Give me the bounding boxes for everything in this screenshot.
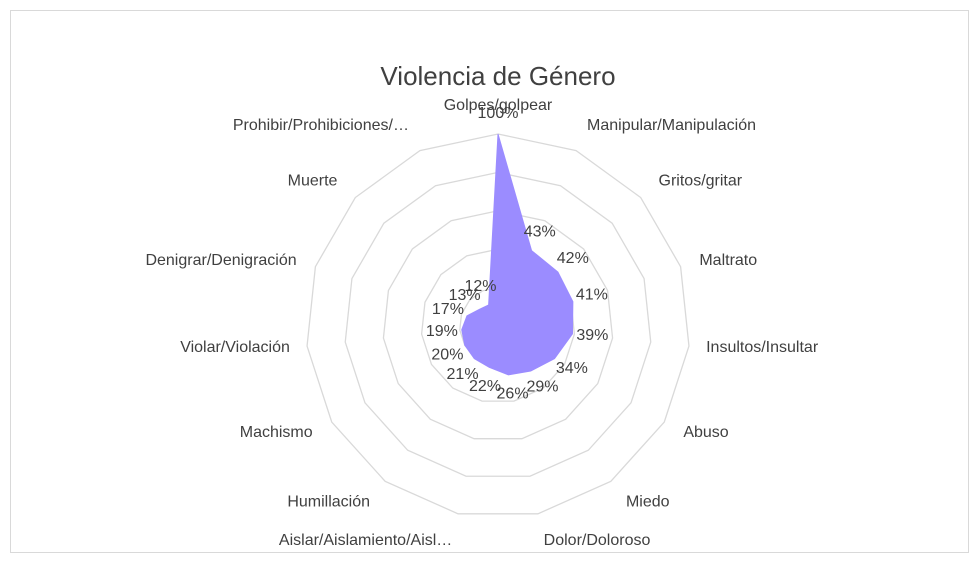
category-label: Gritos/gritar bbox=[659, 173, 743, 190]
value-label: 13% bbox=[449, 287, 481, 304]
value-label: 42% bbox=[557, 250, 589, 267]
value-label: 39% bbox=[576, 327, 608, 344]
value-label: 22% bbox=[469, 378, 501, 395]
category-label: Muerte bbox=[288, 173, 338, 190]
category-label: Denigrar/Denigración bbox=[145, 252, 296, 269]
category-label: Maltrato bbox=[699, 252, 757, 269]
value-label: 17% bbox=[432, 301, 464, 318]
grid-ring bbox=[344, 171, 652, 477]
category-label: Humillación bbox=[287, 493, 370, 510]
value-label: 29% bbox=[526, 378, 558, 395]
category-label: Aislar/Aislamiento/Aisl… bbox=[279, 532, 452, 549]
value-label: 20% bbox=[431, 346, 463, 363]
grid-ring bbox=[382, 210, 614, 440]
category-label: Manipular/Manipulación bbox=[587, 117, 756, 134]
value-label: 34% bbox=[556, 360, 588, 377]
grid-ring bbox=[306, 133, 690, 515]
radar-area bbox=[461, 133, 574, 376]
value-label: 41% bbox=[576, 287, 608, 304]
value-label: 43% bbox=[524, 224, 556, 241]
category-label: Machismo bbox=[240, 424, 313, 441]
value-label: 21% bbox=[447, 366, 479, 383]
value-label: 12% bbox=[464, 278, 496, 295]
category-label: Miedo bbox=[626, 493, 670, 510]
chart-title: Violencia de Género bbox=[380, 61, 615, 91]
value-label: 19% bbox=[426, 323, 458, 340]
value-label: 26% bbox=[497, 386, 529, 403]
category-label: Golpes/golpear bbox=[444, 97, 553, 114]
category-label: Insultos/Insultar bbox=[706, 339, 819, 356]
value-label: 100% bbox=[478, 105, 519, 122]
category-label: Abuso bbox=[683, 424, 728, 441]
category-label: Prohibir/Prohibiciones/… bbox=[233, 117, 409, 134]
category-label: Dolor/Doloroso bbox=[544, 532, 651, 549]
category-label: Violar/Violación bbox=[180, 339, 290, 356]
